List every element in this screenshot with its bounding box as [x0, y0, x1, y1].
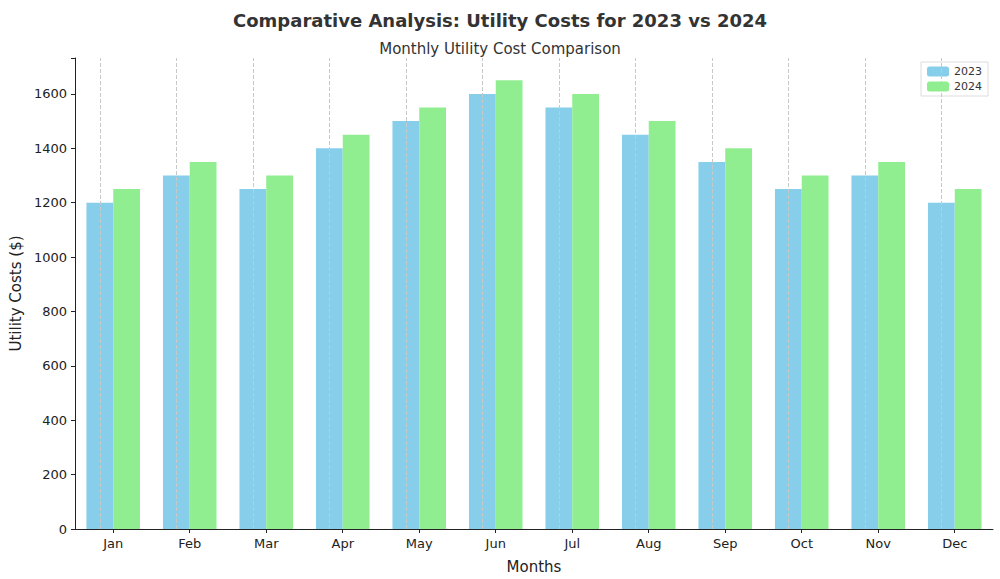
svg-text:Comparative Analysis: Utility: Comparative Analysis: Utility Costs for … [233, 10, 767, 31]
svg-text:Oct: Oct [791, 536, 813, 551]
svg-text:Jul: Jul [563, 536, 580, 551]
svg-text:1000: 1000 [34, 250, 67, 265]
svg-text:Monthly Utility Cost Compariso: Monthly Utility Cost Comparison [379, 40, 621, 58]
svg-text:Nov: Nov [866, 536, 892, 551]
svg-text:2023: 2023 [954, 65, 982, 78]
svg-text:Dec: Dec [942, 536, 967, 551]
svg-text:0: 0 [59, 522, 67, 537]
svg-text:200: 200 [42, 467, 67, 482]
svg-text:Feb: Feb [178, 536, 201, 551]
svg-text:Aug: Aug [636, 536, 661, 551]
svg-text:Jan: Jan [102, 536, 123, 551]
svg-text:Mar: Mar [254, 536, 279, 551]
svg-text:1400: 1400 [34, 141, 67, 156]
svg-text:1600: 1600 [34, 86, 67, 101]
svg-text:Sep: Sep [713, 536, 738, 551]
svg-text:Months: Months [507, 558, 562, 576]
svg-text:Apr: Apr [331, 536, 354, 551]
svg-text:Utility Costs ($): Utility Costs ($) [7, 235, 25, 351]
svg-text:1200: 1200 [34, 195, 67, 210]
svg-text:400: 400 [42, 413, 67, 428]
svg-text:600: 600 [42, 358, 67, 373]
svg-text:800: 800 [42, 304, 67, 319]
svg-text:Jun: Jun [485, 536, 506, 551]
svg-text:2024: 2024 [954, 80, 982, 93]
svg-text:May: May [406, 536, 433, 551]
